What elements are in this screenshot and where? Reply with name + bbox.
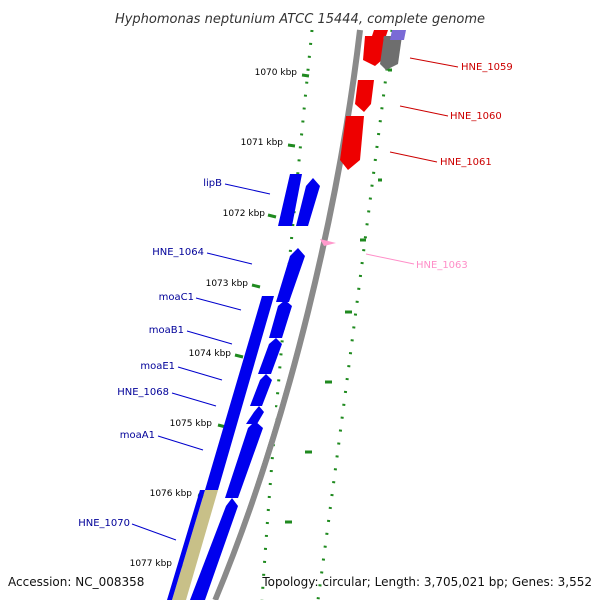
reverse-cds-gray [380,36,402,70]
inner-tick-ring [316,29,394,600]
reverse-cds-1059 [363,36,384,66]
label-leader [186,330,233,345]
khaki-feature-edge [167,490,205,600]
gene-label-moaA1[interactable]: moaA1 [120,430,155,441]
gene-label-HNE_1061[interactable]: HNE_1061 [440,157,492,168]
gene-label-HNE_1068[interactable]: HNE_1068 [117,387,169,398]
scale-label: 1072 kbp [223,209,266,219]
forward-gene-labels: lipB HNE_1064 moaC1 moaB1 moaE1 HNE_1068… [78,178,271,541]
pseudo-cds-1063 [320,239,336,246]
gene-label-HNE_1059[interactable]: HNE_1059 [461,62,513,73]
reverse-cds-red-top [372,30,388,36]
scale-label: 1077 kbp [130,559,173,569]
forward-cds-1070 [190,498,238,600]
forward-cds-1064 [276,248,305,302]
scale-labels: 1070 kbp 1071 kbp 1072 kbp 1073 kbp 1074… [130,68,298,569]
gene-label-lipB[interactable]: lipB [203,178,222,189]
genome-backbone [212,29,363,600]
scale-label: 1076 kbp [150,489,193,499]
label-leader [195,297,242,311]
gene-label-HNE_1063[interactable]: HNE_1063 [416,260,468,271]
forward-cds-liPB-b [296,178,320,226]
label-leader [206,252,253,265]
label-leader [157,435,204,451]
forward-cds-moaC1 [269,300,292,338]
forward-cds-features [167,174,320,600]
label-leader [389,151,438,163]
scale-ticks [177,73,310,569]
scale-label: 1075 kbp [170,419,213,429]
gene-label-HNE_1064[interactable]: HNE_1064 [152,247,204,258]
label-leader [171,392,217,407]
scale-label: 1073 kbp [206,279,249,289]
accession-text: Accession: NC_008358 [8,575,144,589]
label-leader [131,523,177,541]
label-leader [177,366,223,381]
gene-label-moaC1[interactable]: moaC1 [159,292,194,303]
gene-label-HNE_1070[interactable]: HNE_1070 [78,518,130,529]
gene-label-HNE_1060[interactable]: HNE_1060 [450,111,502,122]
forward-cds-moaE1 [250,374,272,406]
map-title: Hyphomonas neptunium ATCC 15444, complet… [115,12,485,27]
reverse-cds-features [320,30,406,246]
gene-label-moaB1[interactable]: moaB1 [149,325,184,336]
forward-cds-strand-a [205,296,274,490]
label-leader [365,253,415,265]
label-leader [399,105,449,117]
scale-label: 1074 kbp [189,349,232,359]
label-leader [409,57,459,68]
forward-cds-liPB-a [278,174,302,226]
genome-summary-text: Topology: circular; Length: 3,705,021 bp… [261,575,592,589]
forward-cds-1068 [246,406,264,424]
reverse-ring-ticks [285,68,392,524]
khaki-feature [172,490,218,600]
forward-cds-moaA1 [225,421,263,498]
label-leader [224,183,271,195]
scale-label: 1070 kbp [255,68,298,78]
reverse-cds-1060 [355,80,374,112]
genome-backbone-inner [210,29,356,600]
gene-label-moaE1[interactable]: moaE1 [140,361,175,372]
scale-label: 1071 kbp [241,138,284,148]
reverse-cds-purple [390,30,406,40]
forward-cds-moaB1 [258,338,282,374]
reverse-gene-labels: HNE_1059 HNE_1060 HNE_1061 HNE_1063 [365,57,513,271]
reverse-cds-1061 [340,116,364,170]
